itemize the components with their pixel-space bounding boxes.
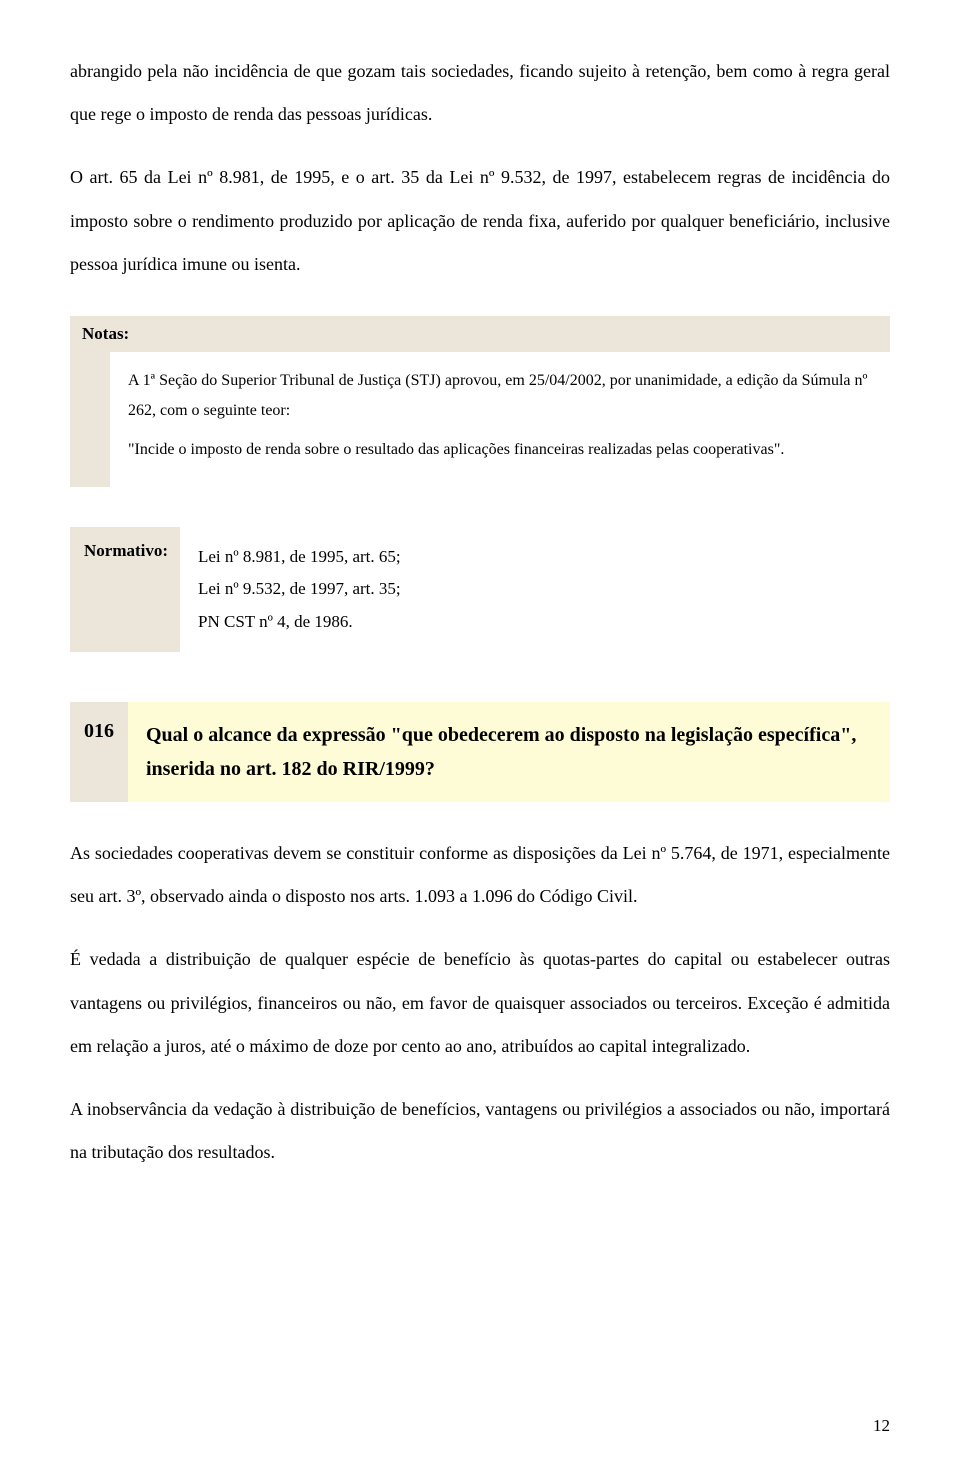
question-number: 016: [70, 702, 128, 802]
notas-paragraph-2: "Incide o imposto de renda sobre o resul…: [128, 435, 872, 465]
second-paragraph: O art. 65 da Lei nº 8.981, de 1995, e o …: [70, 156, 890, 286]
normativo-label: Normativo:: [70, 527, 180, 652]
normativo-line-1: Lei nº 8.981, de 1995, art. 65;: [198, 541, 401, 573]
normativo-content: Lei nº 8.981, de 1995, art. 65; Lei nº 9…: [180, 527, 419, 652]
normativo-block: Normativo: Lei nº 8.981, de 1995, art. 6…: [70, 527, 890, 652]
question-block: 016 Qual o alcance da expressão "que obe…: [70, 702, 890, 802]
notas-paragraph-1: A 1ª Seção do Superior Tribunal de Justi…: [128, 366, 872, 427]
answer-paragraph-2: É vedada a distribuição de qualquer espé…: [70, 938, 890, 1068]
notas-label: Notas:: [70, 316, 890, 352]
notas-left-stripe: [70, 352, 110, 487]
intro-paragraph: abrangido pela não incidência de que goz…: [70, 50, 890, 136]
normativo-line-2: Lei nº 9.532, de 1997, art. 35;: [198, 573, 401, 605]
answer-paragraph-1: As sociedades cooperativas devem se cons…: [70, 832, 890, 918]
page-number: 12: [873, 1416, 890, 1436]
answer-paragraph-3: A inobservância da vedação à distribuiçã…: [70, 1088, 890, 1174]
notas-block: A 1ª Seção do Superior Tribunal de Justi…: [70, 352, 890, 487]
question-text: Qual o alcance da expressão "que obedece…: [128, 702, 890, 802]
notas-content: A 1ª Seção do Superior Tribunal de Justi…: [110, 352, 890, 487]
normativo-line-3: PN CST nº 4, de 1986.: [198, 606, 401, 638]
